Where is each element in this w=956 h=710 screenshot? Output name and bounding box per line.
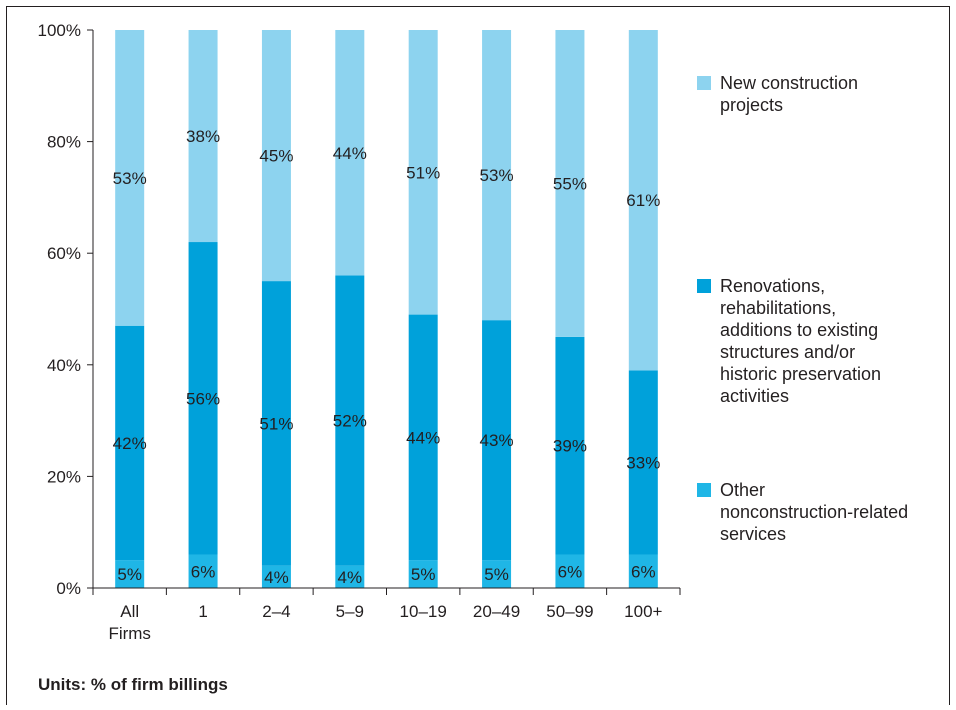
legend-label-0-0: Other — [720, 480, 765, 500]
data-label-2-1: 38% — [186, 127, 220, 146]
x-tick-label-1-0: 1 — [198, 602, 207, 621]
bar-segment-1-7 — [628, 370, 658, 555]
bar-segment-0-6 — [555, 554, 585, 588]
legend-label-2-0: New construction — [720, 73, 858, 93]
data-label-2-0: 53% — [113, 169, 147, 188]
data-label-1-7: 33% — [626, 453, 660, 472]
data-label-1-1: 56% — [186, 389, 220, 408]
legend-label-2-1: projects — [720, 95, 783, 115]
bar-segment-2-5 — [482, 30, 512, 321]
bar-segment-0-4 — [408, 560, 438, 588]
axes-group: 0% 20% 40% 60% 80% 100% All Firms 1 2–4 5–9 10–19 20… — [38, 21, 681, 643]
bar-segment-2-2 — [261, 30, 291, 282]
bar-segment-2-3 — [335, 30, 365, 276]
bar-segment-0-2 — [261, 565, 291, 588]
data-label-0-6: 6% — [558, 562, 583, 581]
bar-segment-0-0 — [115, 560, 145, 588]
data-label-2-7: 61% — [626, 191, 660, 210]
y-tick-label-2: 40% — [47, 356, 81, 375]
legend-label-1-2: additions to existing — [720, 320, 878, 340]
x-tick-label-0-0: All — [120, 602, 139, 621]
bar-segment-1-4 — [408, 314, 438, 561]
data-label-2-3: 44% — [333, 144, 367, 163]
y-tick-label-1: 20% — [47, 467, 81, 486]
data-label-0-1: 6% — [191, 562, 216, 581]
bar-segment-1-0 — [115, 325, 145, 561]
legend-swatch-1 — [697, 279, 711, 293]
units-note: Units: % of firm billings — [38, 675, 228, 694]
data-label-0-3: 4% — [338, 568, 363, 587]
data-label-1-6: 39% — [553, 437, 587, 456]
data-label-1-4: 44% — [406, 428, 440, 447]
data-label-1-3: 52% — [333, 412, 367, 431]
data-label-2-5: 53% — [480, 166, 514, 185]
bar-segment-0-5 — [482, 560, 512, 588]
data-label-2-2: 45% — [259, 147, 293, 166]
y-tick-label-3: 60% — [47, 244, 81, 263]
y-tick-label-4: 80% — [47, 133, 81, 152]
bar-segment-2-1 — [188, 30, 218, 243]
x-tick-label-3-0: 5–9 — [336, 602, 364, 621]
legend-label-0-1: nonconstruction-related — [720, 502, 908, 522]
x-tick-label-0-1: Firms — [108, 624, 150, 643]
y-tick-label-5: 100% — [38, 21, 81, 40]
x-tick-label-2-0: 2–4 — [262, 602, 290, 621]
data-label-0-5: 5% — [484, 565, 509, 584]
data-label-1-0: 42% — [113, 434, 147, 453]
x-tick-label-6-0: 50–99 — [546, 602, 593, 621]
bar-segment-1-5 — [482, 320, 512, 561]
data-label-0-7: 6% — [631, 562, 656, 581]
data-labels-group: 5% 42% 53% 6% 56% 38% 4% 51% 45% 4% 52% 44% 5% 44% 51%… — [113, 127, 661, 587]
bar-segment-2-0 — [115, 30, 145, 326]
x-tick-label-7-0: 100+ — [624, 602, 662, 621]
legend-label-1-0: Renovations, — [720, 276, 825, 296]
bars-group — [115, 30, 658, 588]
data-label-1-5: 43% — [480, 431, 514, 450]
legend-swatch-2 — [697, 76, 711, 90]
legend-swatch-0 — [697, 483, 711, 497]
legend-label-1-4: historic preservation — [720, 364, 881, 384]
bar-segment-2-7 — [628, 30, 658, 371]
bar-segment-2-6 — [555, 30, 585, 337]
bar-segment-0-7 — [628, 554, 658, 588]
legend-label-1-3: structures and/or — [720, 342, 855, 362]
x-tick-label-5-0: 20–49 — [473, 602, 520, 621]
data-label-2-4: 51% — [406, 163, 440, 182]
bar-segment-1-3 — [335, 275, 365, 566]
legend-label-0-2: services — [720, 524, 786, 544]
legend-label-1-5: activities — [720, 386, 789, 406]
bar-segment-2-4 — [408, 30, 438, 315]
data-label-0-2: 4% — [264, 568, 289, 587]
data-label-1-2: 51% — [259, 414, 293, 433]
x-tick-label-4-0: 10–19 — [400, 602, 447, 621]
bar-segment-1-2 — [261, 281, 291, 566]
bar-segment-1-6 — [555, 336, 585, 555]
bar-segment-1-1 — [188, 242, 218, 555]
data-label-2-6: 55% — [553, 174, 587, 193]
y-tick-label-0: 0% — [56, 579, 81, 598]
bar-segment-0-1 — [188, 554, 218, 588]
bar-segment-0-3 — [335, 565, 365, 588]
data-label-0-0: 5% — [117, 565, 142, 584]
legend-label-1-1: rehabilitations, — [720, 298, 836, 318]
data-label-0-4: 5% — [411, 565, 436, 584]
outer-border — [6, 6, 950, 706]
